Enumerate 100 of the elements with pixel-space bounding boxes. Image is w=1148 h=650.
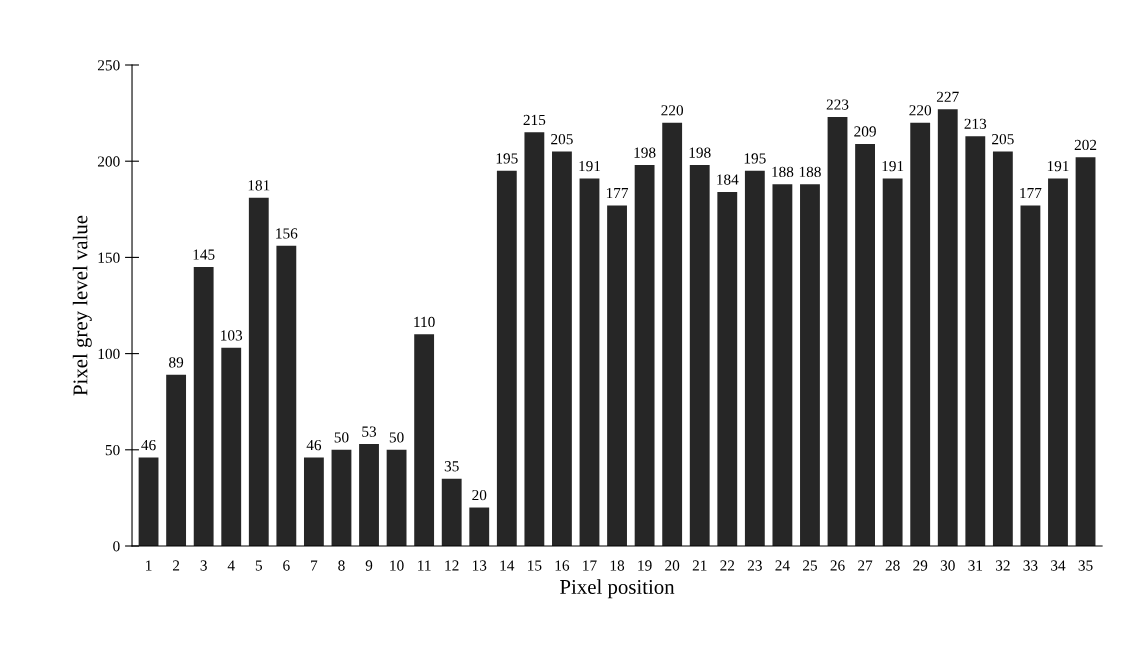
data-label: 205 [551, 134, 573, 145]
data-label: 191 [882, 160, 904, 172]
x-tick-label: 21 [692, 560, 707, 571]
bar [800, 184, 820, 546]
data-label: 50 [334, 432, 349, 443]
x-tick-label: 10 [390, 560, 404, 571]
x-tick-label: 28 [885, 560, 900, 571]
y-tick-label: 250 [97, 60, 120, 71]
data-label: 202 [1074, 139, 1097, 151]
x-tick-label: 27 [858, 560, 873, 571]
x-tick-label: 30 [940, 560, 955, 571]
bar [248, 197, 269, 546]
x-tick-label: 24 [775, 560, 790, 571]
x-tick-label: 6 [283, 560, 290, 571]
x-tick-label: 14 [500, 560, 515, 571]
data-label: 191 [1047, 160, 1069, 172]
x-tick-label: 12 [445, 560, 459, 571]
data-label: 198 [689, 147, 711, 158]
data-label: 188 [772, 166, 794, 178]
bar [717, 191, 738, 546]
bar [744, 170, 765, 546]
bar [496, 170, 517, 546]
y-tick-label: 0 [113, 541, 120, 552]
data-label: 195 [744, 153, 766, 164]
y-tick-label: 100 [98, 348, 120, 360]
data-label: 177 [1020, 187, 1042, 199]
x-tick-label: 31 [968, 560, 983, 571]
y-tick-label: 200 [97, 156, 120, 167]
x-tick-label: 17 [583, 560, 597, 571]
bar [937, 109, 958, 546]
data-label: 46 [141, 439, 156, 451]
y-tick-label: 50 [105, 444, 120, 456]
data-label: 195 [496, 153, 518, 164]
bar [882, 178, 903, 546]
bar [772, 184, 793, 546]
x-tick-label: 29 [913, 560, 928, 571]
x-tick-label: 20 [665, 560, 680, 571]
x-tick-label: 3 [200, 560, 207, 571]
bar [1075, 157, 1096, 546]
x-tick-label: 16 [555, 560, 570, 571]
bar [1020, 205, 1041, 546]
x-tick-label: 22 [720, 560, 735, 571]
data-label: 35 [444, 461, 459, 472]
bar [634, 165, 655, 546]
bar [469, 507, 490, 546]
bar [303, 457, 324, 546]
data-label: 205 [992, 134, 1014, 145]
x-axis-title: Pixel position [560, 579, 675, 599]
data-label: 184 [717, 174, 739, 185]
bar [992, 151, 1013, 546]
x-tick-label: 33 [1023, 560, 1038, 571]
bar [579, 178, 600, 546]
bar [276, 245, 297, 546]
data-label: 191 [579, 160, 601, 172]
bar [138, 457, 159, 546]
x-tick-label: 4 [227, 560, 235, 571]
bar [827, 116, 848, 546]
bar [662, 122, 683, 546]
data-label: 215 [523, 114, 546, 126]
bar [221, 347, 242, 546]
data-label: 46 [306, 439, 322, 451]
bar [855, 143, 875, 546]
data-label: 223 [826, 99, 849, 110]
data-label: 188 [799, 166, 821, 178]
x-tick-label: 1 [146, 560, 152, 571]
data-label: 53 [362, 426, 377, 437]
x-tick-label: 25 [802, 560, 817, 571]
x-tick-label: 5 [255, 560, 263, 571]
data-label: 198 [634, 147, 656, 158]
bar [441, 478, 462, 546]
data-label: 20 [472, 489, 487, 501]
bar [607, 205, 627, 546]
bar [552, 151, 572, 546]
bar [910, 122, 931, 546]
bar [386, 449, 407, 546]
y-axis-title: Pixel grey level value [72, 215, 92, 396]
y-tick-label: 150 [98, 252, 120, 263]
bar [524, 132, 545, 546]
data-label: 89 [169, 357, 184, 368]
data-label: 220 [661, 105, 684, 116]
bar [193, 267, 214, 546]
data-label: 145 [193, 249, 215, 260]
data-label: 50 [389, 432, 404, 443]
data-label: 110 [414, 316, 435, 328]
bar [166, 374, 187, 546]
data-label: 181 [248, 180, 270, 191]
data-label: 220 [909, 105, 932, 116]
x-tick-label: 18 [610, 560, 625, 571]
x-tick-label: 8 [338, 560, 345, 571]
x-tick-label: 32 [995, 560, 1010, 571]
bar [414, 334, 435, 546]
x-tick-label: 11 [418, 560, 431, 571]
x-tick-label: 2 [172, 560, 180, 571]
data-label: 156 [276, 228, 298, 239]
bar [965, 136, 986, 546]
data-label: 209 [854, 126, 876, 137]
x-tick-label: 35 [1078, 560, 1093, 571]
x-tick-label: 23 [747, 560, 762, 571]
x-tick-label: 15 [528, 560, 542, 571]
x-tick-label: 7 [311, 560, 318, 571]
